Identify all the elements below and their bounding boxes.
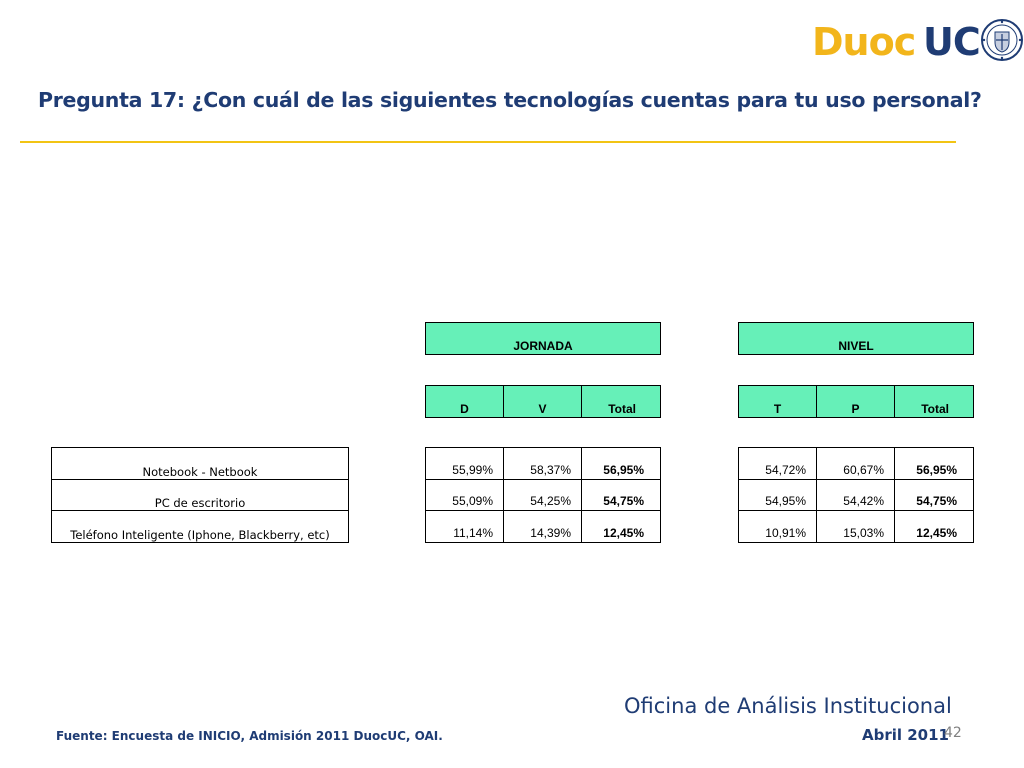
total-cell: 12,45%	[603, 526, 644, 540]
page-number: 42	[944, 725, 962, 741]
nivel-group-header: NIVEL	[738, 322, 974, 355]
office-name: Oficina de Análisis Institucional	[624, 694, 952, 718]
column-header-v: V	[504, 386, 582, 417]
logo-text-uc: UC	[923, 20, 981, 64]
source-note: Fuente: Encuesta de INICIO, Admisión 201…	[56, 729, 443, 743]
row-label-cell: Notebook - Netbook	[51, 447, 349, 480]
title-divider	[20, 141, 956, 143]
table-row: 55,99% 58,37% 56,95%	[425, 447, 661, 480]
table-row: 54,95% 54,42% 54,75%	[738, 479, 974, 511]
column-header-t: T	[739, 386, 817, 417]
column-header-d: D	[426, 386, 504, 417]
page-title: Pregunta 17: ¿Con cuál de las siguientes…	[38, 88, 982, 112]
nivel-group-label: NIVEL	[838, 339, 874, 353]
value-cell: 58,37%	[504, 448, 582, 479]
value-cell: 14,39%	[504, 511, 582, 542]
value-cell: 54,25%	[504, 480, 582, 510]
total-cell: 12,45%	[916, 526, 957, 540]
duocuc-logo: Duoc UC	[812, 18, 1023, 70]
table-row: 55,09% 54,25% 54,75%	[425, 479, 661, 511]
total-cell: 54,75%	[603, 494, 644, 508]
column-header-total: Total	[895, 386, 973, 417]
total-cell: 56,95%	[603, 463, 644, 477]
value-cell: 55,99%	[426, 448, 504, 479]
university-seal-icon	[981, 19, 1023, 61]
table-row: 54,72% 60,67% 56,95%	[738, 447, 974, 480]
value-cell: 10,91%	[739, 511, 817, 542]
value-cell: 15,03%	[817, 511, 895, 542]
report-date: Abril 2011	[862, 726, 949, 744]
row-label: Notebook - Netbook	[142, 465, 258, 479]
total-cell: 56,95%	[916, 463, 957, 477]
jornada-group-header: JORNADA	[425, 322, 661, 355]
nivel-column-headers: T P Total	[738, 385, 974, 418]
value-cell: 54,72%	[739, 448, 817, 479]
total-cell: 54,75%	[916, 494, 957, 508]
value-cell: 55,09%	[426, 480, 504, 510]
table-row: 10,91% 15,03% 12,45%	[738, 510, 974, 543]
row-label: PC de escritorio	[154, 496, 246, 510]
value-cell: 54,95%	[739, 480, 817, 510]
row-label-cell: Teléfono Inteligente (Iphone, Blackberry…	[51, 510, 349, 543]
logo-text-duoc: Duoc	[812, 20, 916, 64]
value-cell: 60,67%	[817, 448, 895, 479]
row-label: Teléfono Inteligente (Iphone, Blackberry…	[70, 528, 330, 542]
value-cell: 54,42%	[817, 480, 895, 510]
value-cell: 11,14%	[426, 511, 504, 542]
row-label-cell: PC de escritorio	[51, 479, 349, 511]
jornada-column-headers: D V Total	[425, 385, 661, 418]
column-header-p: P	[817, 386, 895, 417]
jornada-group-label: JORNADA	[513, 339, 573, 353]
column-header-total: Total	[582, 386, 660, 417]
table-row: 11,14% 14,39% 12,45%	[425, 510, 661, 543]
